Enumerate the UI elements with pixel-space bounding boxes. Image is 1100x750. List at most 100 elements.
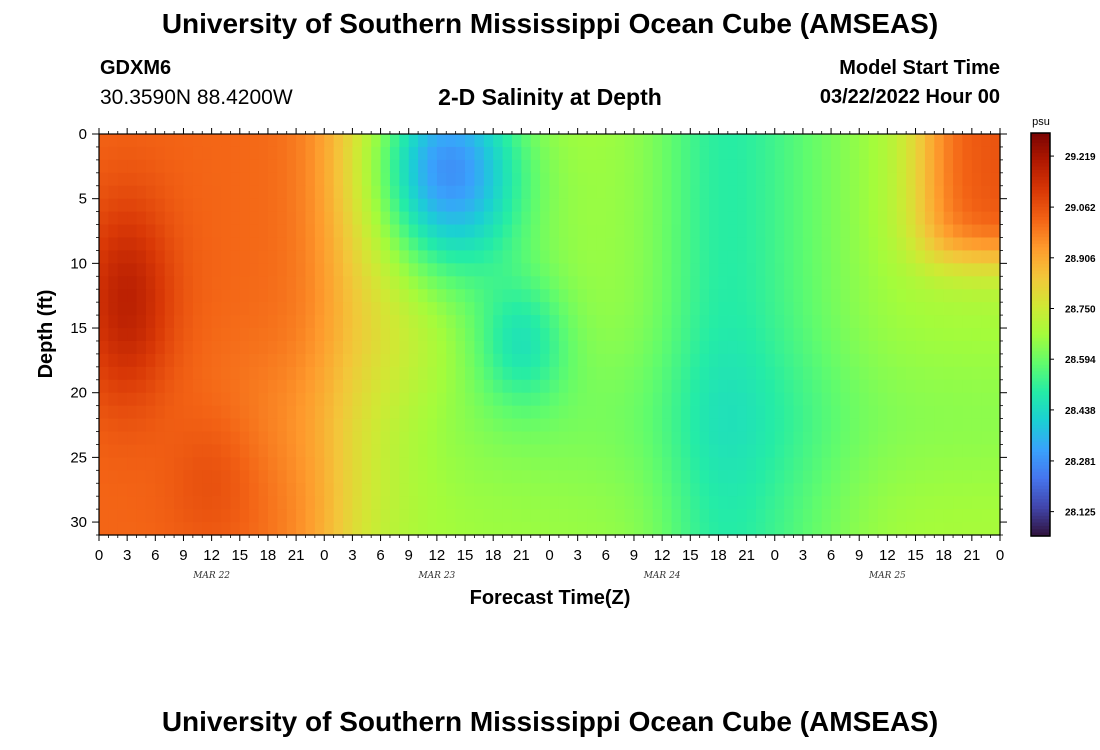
heatmap-cell — [849, 315, 860, 329]
heatmap-cell — [868, 392, 879, 407]
heatmap-cell — [859, 431, 870, 446]
colorbar-swatch — [1031, 452, 1050, 456]
heatmap-cell — [887, 263, 898, 277]
heatmap-cell — [549, 353, 560, 368]
x-day-label: MAR 22 — [192, 571, 230, 581]
heatmap-cell — [727, 134, 738, 148]
heatmap-cell — [305, 263, 316, 277]
colorbar-swatch — [1031, 485, 1050, 490]
heatmap-cell — [314, 172, 325, 187]
heatmap-cell — [389, 172, 400, 187]
heatmap-cell — [361, 146, 372, 161]
heatmap-cell — [727, 457, 738, 471]
heatmap-cell — [906, 159, 917, 174]
heatmap-cell — [943, 328, 954, 342]
heatmap-cell — [596, 522, 607, 536]
heatmap-cell — [361, 134, 372, 148]
heatmap-cell — [361, 224, 372, 239]
heatmap-cell — [859, 263, 870, 277]
heatmap-cell — [408, 185, 419, 200]
heatmap-cell — [99, 509, 109, 523]
y-tick-label: 25 — [70, 449, 87, 466]
heatmap-cell — [662, 250, 673, 264]
heatmap-cell — [755, 276, 766, 290]
colorbar-swatch — [1031, 388, 1050, 393]
heatmap-cell — [127, 522, 138, 536]
heatmap-cell — [192, 328, 203, 342]
heatmap-cell — [465, 483, 476, 497]
heatmap-cell — [164, 237, 175, 252]
heatmap-cell — [483, 224, 494, 239]
heatmap-cell — [774, 172, 785, 187]
heatmap-cell — [784, 509, 795, 523]
heatmap-cell — [737, 315, 748, 329]
heatmap-cell — [971, 276, 982, 290]
heatmap-cell — [277, 405, 288, 420]
heatmap-cell — [483, 315, 494, 329]
heatmap-cell — [202, 457, 213, 471]
heatmap-cell — [436, 172, 447, 187]
heatmap-cell — [831, 444, 842, 458]
heatmap-cell — [136, 340, 147, 355]
heatmap-cell — [277, 172, 288, 187]
heatmap-cell — [774, 224, 785, 239]
heatmap-cell — [746, 263, 757, 277]
heatmap-cell — [953, 315, 964, 329]
heatmap-cell — [577, 198, 588, 213]
heatmap-cell — [192, 302, 203, 316]
heatmap-cell — [221, 185, 231, 200]
heatmap-cell — [174, 470, 185, 484]
heatmap-cell — [577, 315, 588, 329]
heatmap-cell — [474, 405, 485, 420]
heatmap-cell — [202, 328, 213, 342]
heatmap-cell — [221, 250, 231, 264]
heatmap-cell — [605, 328, 616, 342]
heatmap-cell — [690, 289, 701, 303]
heatmap-cell — [699, 302, 710, 316]
heatmap-cell — [990, 302, 1001, 316]
heatmap-cell — [784, 379, 795, 394]
heatmap-cell — [577, 340, 588, 355]
colorbar-swatch — [1031, 200, 1050, 205]
heatmap-cell — [511, 496, 522, 510]
heatmap-cell — [633, 405, 644, 420]
heatmap-cell — [117, 496, 128, 510]
heatmap-cell — [333, 379, 344, 394]
heatmap-cell — [483, 418, 494, 433]
colorbar-swatch — [1031, 337, 1050, 342]
heatmap-cell — [427, 522, 438, 536]
heatmap-cell — [924, 392, 935, 407]
heatmap-cell — [990, 146, 1001, 161]
heatmap-cell — [399, 263, 410, 277]
heatmap-cell — [953, 289, 964, 303]
heatmap-cell — [117, 509, 128, 523]
heatmap-cell — [493, 289, 504, 303]
heatmap-cell — [446, 418, 457, 433]
heatmap-cell — [568, 418, 579, 433]
heatmap-cell — [192, 418, 203, 433]
heatmap-cell — [784, 134, 795, 148]
heatmap-cell — [436, 431, 447, 446]
heatmap-cell — [418, 198, 429, 213]
heatmap-cell — [221, 353, 231, 368]
heatmap-cell — [127, 198, 138, 213]
heatmap-cell — [511, 237, 522, 252]
y-tick-label: 5 — [79, 191, 87, 208]
heatmap-cell — [305, 457, 316, 471]
heatmap-cell — [812, 418, 823, 433]
heatmap-cell — [755, 340, 766, 355]
heatmap-cell — [108, 366, 119, 381]
heatmap-cell — [793, 431, 804, 446]
heatmap-cell — [784, 522, 795, 536]
heatmap-cell — [502, 237, 513, 252]
heatmap-cell — [521, 379, 532, 394]
heatmap-cell — [361, 237, 372, 252]
heatmap-cell — [877, 302, 888, 316]
heatmap-cell — [596, 276, 607, 290]
heatmap-cell — [221, 496, 231, 510]
heatmap-cell — [352, 496, 363, 510]
heatmap-cell — [812, 379, 823, 394]
heatmap-cell — [746, 211, 757, 226]
heatmap-cell — [990, 185, 1001, 200]
heatmap-cell — [99, 405, 109, 420]
